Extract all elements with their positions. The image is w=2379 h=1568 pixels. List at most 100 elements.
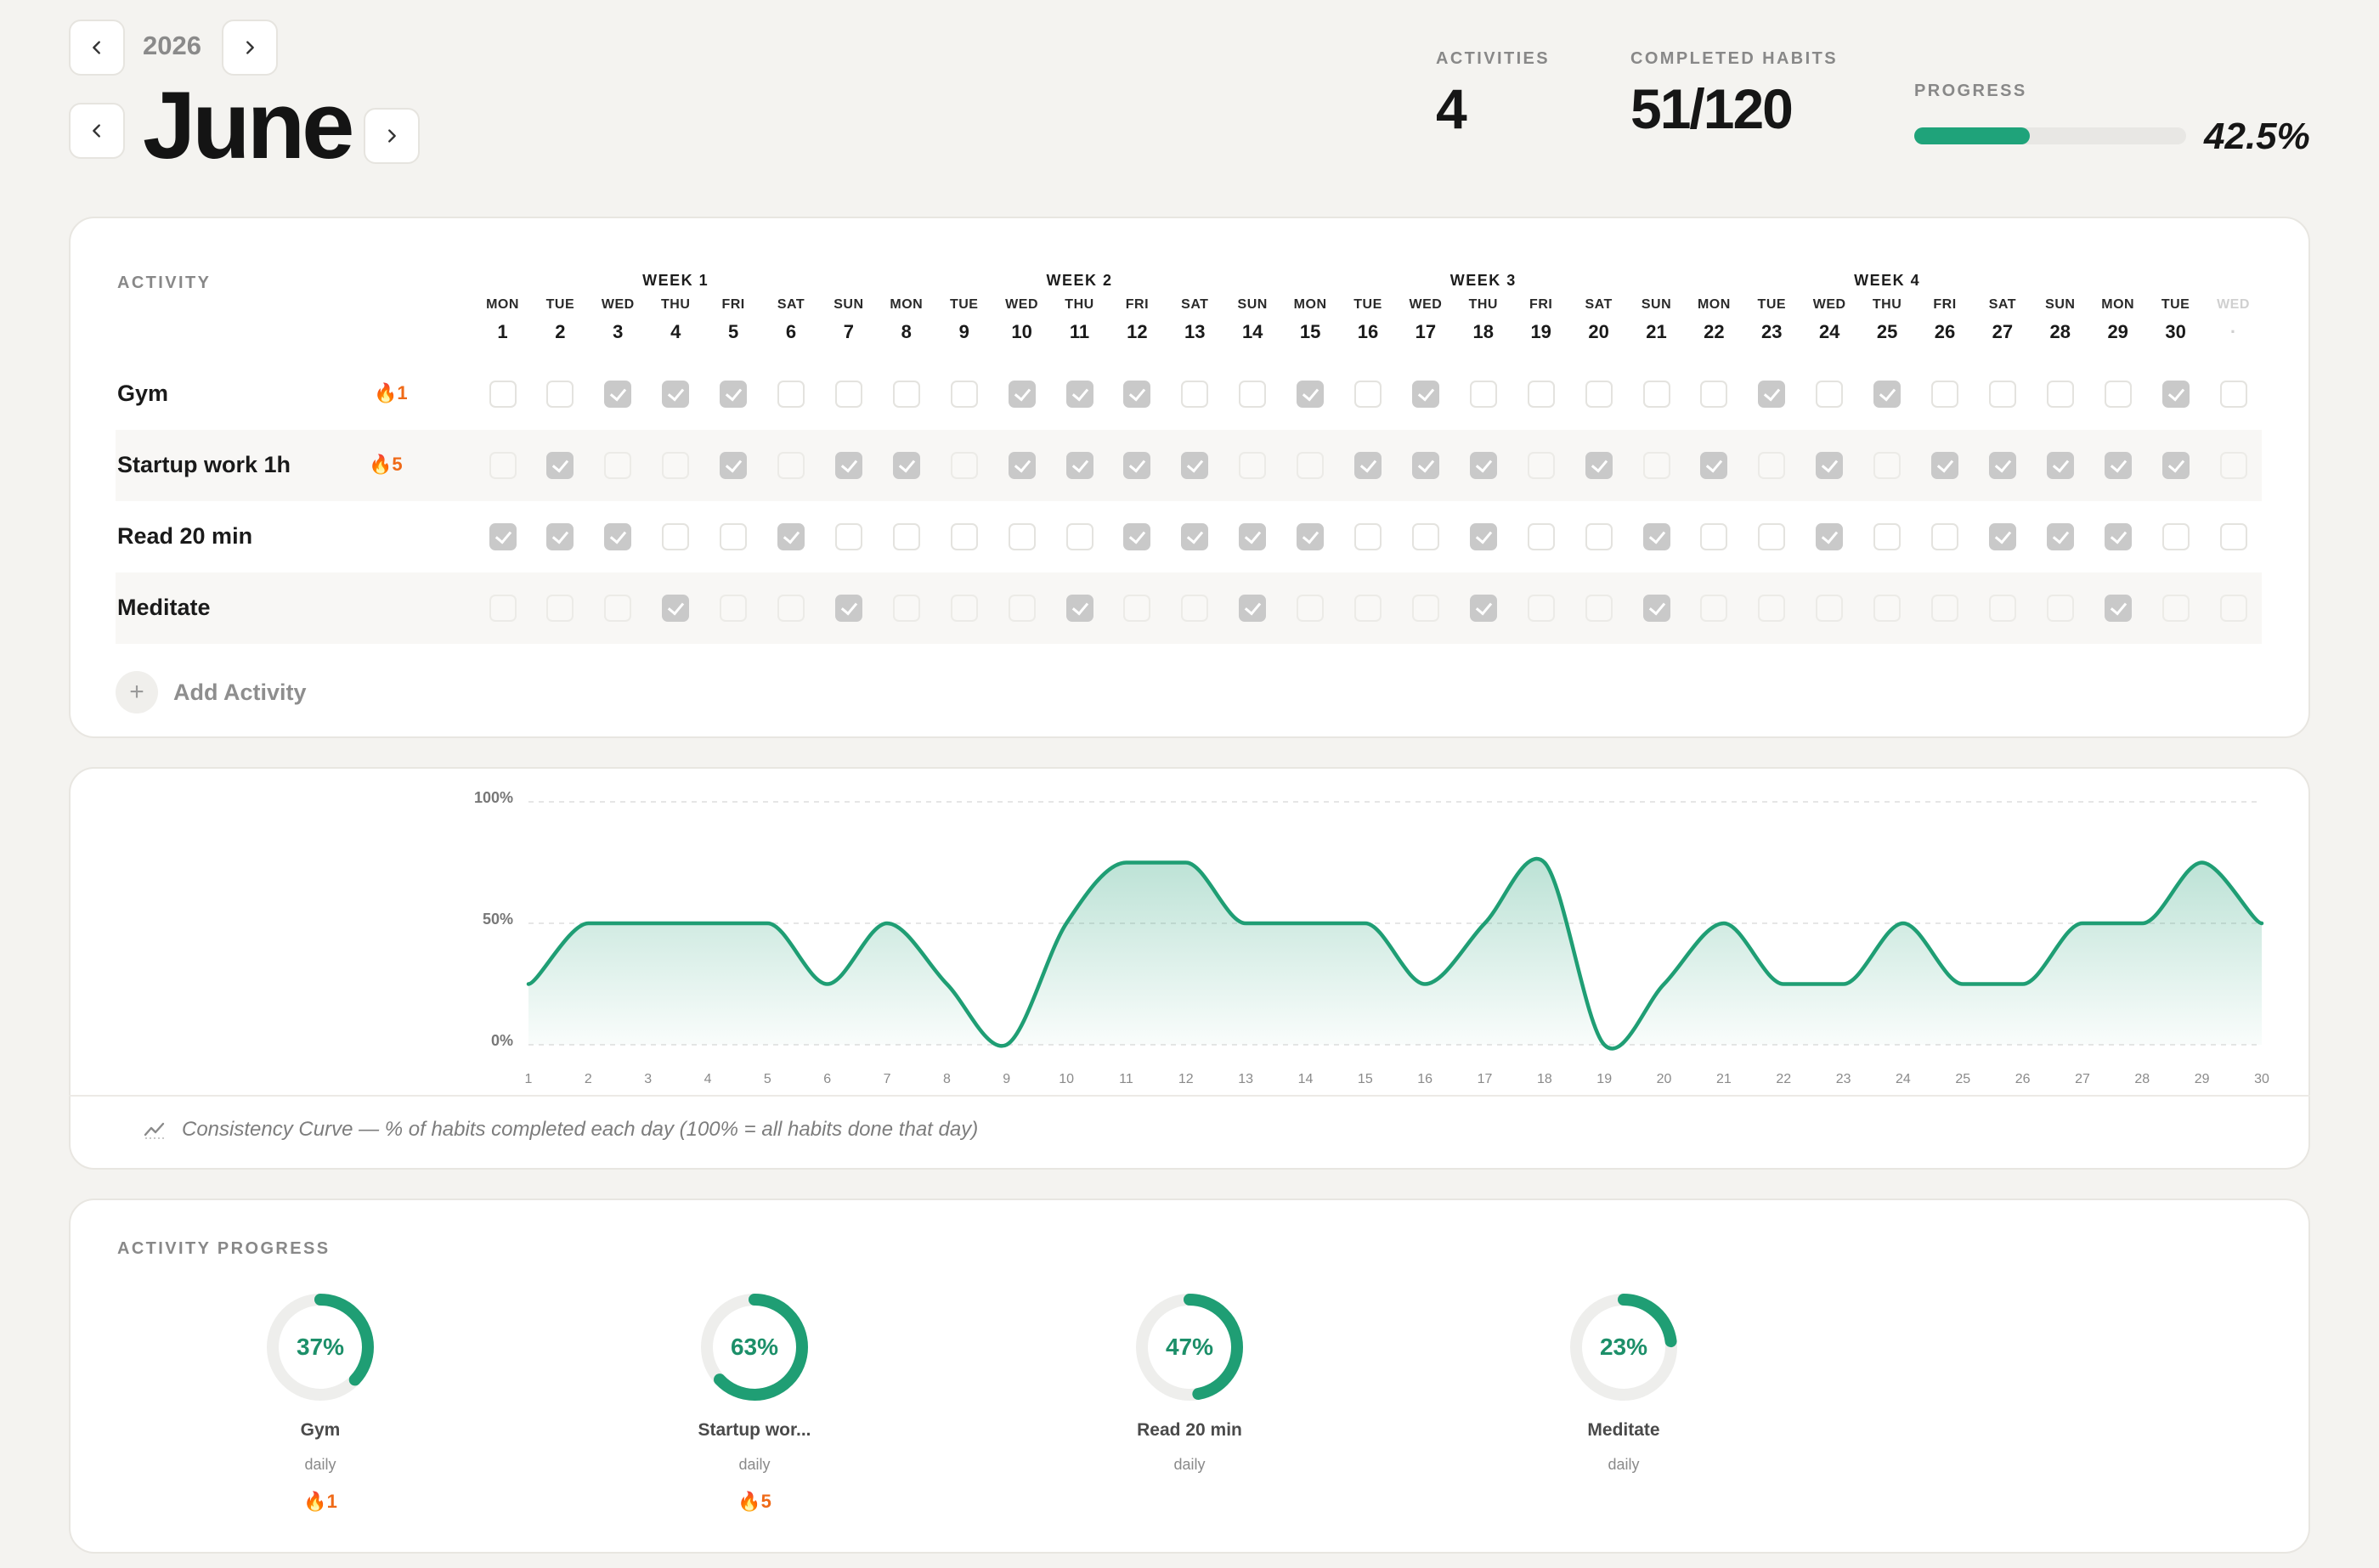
habit-checkbox[interactable] [892, 523, 920, 550]
habit-checkbox[interactable] [777, 452, 805, 479]
habit-checkbox[interactable] [1873, 452, 1902, 479]
habit-checkbox[interactable] [950, 452, 978, 479]
habit-checkbox-checked[interactable] [662, 381, 690, 408]
habit-checkbox[interactable] [834, 523, 862, 550]
habit-checkbox[interactable] [1008, 595, 1036, 622]
habit-checkbox[interactable] [1700, 381, 1728, 408]
habit-checkbox[interactable] [1816, 595, 1844, 622]
habit-checkbox-checked[interactable] [720, 381, 748, 408]
habit-checkbox[interactable] [1642, 381, 1670, 408]
habit-checkbox[interactable] [546, 381, 574, 408]
habit-checkbox-checked[interactable] [1297, 523, 1325, 550]
habit-checkbox-checked[interactable] [604, 381, 632, 408]
habit-checkbox[interactable] [1297, 595, 1325, 622]
habit-checkbox-checked[interactable] [1988, 523, 2016, 550]
habit-checkbox[interactable] [1123, 595, 1151, 622]
habit-checkbox-checked[interactable] [892, 452, 920, 479]
habit-checkbox-checked[interactable] [2104, 523, 2132, 550]
habit-checkbox-checked[interactable] [489, 523, 517, 550]
habit-checkbox[interactable] [1527, 452, 1555, 479]
habit-checkbox[interactable] [1873, 523, 1902, 550]
habit-name[interactable]: Gym [117, 381, 169, 406]
habit-checkbox[interactable] [1008, 523, 1036, 550]
habit-checkbox[interactable] [1931, 523, 1958, 550]
habit-checkbox-checked[interactable] [1181, 452, 1209, 479]
habit-checkbox-checked[interactable] [1469, 452, 1497, 479]
habit-name[interactable]: Meditate [117, 595, 211, 620]
habit-checkbox[interactable] [2046, 595, 2074, 622]
habit-checkbox[interactable] [1988, 595, 2016, 622]
habit-checkbox-checked[interactable] [1700, 452, 1728, 479]
next-month-button[interactable] [364, 108, 420, 164]
habit-checkbox-checked[interactable] [1469, 595, 1497, 622]
habit-checkbox[interactable] [834, 381, 862, 408]
habit-checkbox[interactable] [777, 381, 805, 408]
habit-checkbox-checked[interactable] [1354, 452, 1382, 479]
habit-checkbox[interactable] [2104, 381, 2132, 408]
habit-checkbox[interactable] [1758, 523, 1786, 550]
habit-checkbox-checked[interactable] [1065, 595, 1093, 622]
habit-checkbox[interactable] [604, 595, 632, 622]
habit-checkbox-checked[interactable] [1642, 523, 1670, 550]
habit-checkbox-checked[interactable] [1239, 595, 1267, 622]
habit-checkbox[interactable] [489, 595, 517, 622]
habit-checkbox[interactable] [1700, 523, 1728, 550]
habit-checkbox[interactable] [1585, 523, 1613, 550]
habit-checkbox[interactable] [1816, 381, 1844, 408]
habit-checkbox[interactable] [950, 523, 978, 550]
habit-checkbox[interactable] [720, 523, 748, 550]
habit-checkbox-checked[interactable] [1642, 595, 1670, 622]
habit-checkbox[interactable] [1988, 381, 2016, 408]
habit-checkbox[interactable] [1700, 595, 1728, 622]
habit-checkbox-checked[interactable] [1123, 381, 1151, 408]
habit-checkbox-checked[interactable] [1411, 452, 1439, 479]
habit-checkbox[interactable] [1469, 381, 1497, 408]
habit-checkbox-checked[interactable] [1008, 452, 1036, 479]
habit-checkbox-checked[interactable] [2104, 452, 2132, 479]
habit-checkbox[interactable] [1354, 523, 1382, 550]
habit-checkbox[interactable] [2219, 595, 2247, 622]
habit-checkbox[interactable] [2219, 381, 2247, 408]
habit-checkbox-checked[interactable] [1411, 381, 1439, 408]
habit-checkbox-checked[interactable] [777, 523, 805, 550]
habit-checkbox[interactable] [892, 595, 920, 622]
habit-checkbox-checked[interactable] [2161, 452, 2190, 479]
habit-checkbox[interactable] [1585, 595, 1613, 622]
habit-checkbox-checked[interactable] [1873, 381, 1902, 408]
habit-checkbox-checked[interactable] [720, 452, 748, 479]
habit-checkbox-checked[interactable] [1585, 452, 1613, 479]
habit-checkbox-checked[interactable] [1816, 523, 1844, 550]
habit-checkbox[interactable] [489, 381, 517, 408]
habit-checkbox[interactable] [1873, 595, 1902, 622]
habit-checkbox[interactable] [662, 452, 690, 479]
habit-checkbox[interactable] [1931, 595, 1958, 622]
habit-checkbox[interactable] [1239, 381, 1267, 408]
habit-checkbox[interactable] [1931, 381, 1958, 408]
habit-checkbox-checked[interactable] [1065, 452, 1093, 479]
habit-checkbox-checked[interactable] [2104, 595, 2132, 622]
habit-checkbox-checked[interactable] [604, 523, 632, 550]
habit-checkbox[interactable] [662, 523, 690, 550]
habit-checkbox[interactable] [2046, 381, 2074, 408]
habit-checkbox-checked[interactable] [662, 595, 690, 622]
habit-checkbox[interactable] [1181, 381, 1209, 408]
habit-name[interactable]: Read 20 min [117, 523, 253, 549]
habit-checkbox-checked[interactable] [1816, 452, 1844, 479]
habit-checkbox[interactable] [1354, 381, 1382, 408]
habit-checkbox-checked[interactable] [1239, 523, 1267, 550]
add-activity-button[interactable]: + Add Activity [116, 671, 307, 713]
habit-checkbox[interactable] [604, 452, 632, 479]
habit-checkbox-checked[interactable] [546, 452, 574, 479]
habit-checkbox-checked[interactable] [1181, 523, 1209, 550]
habit-checkbox-checked[interactable] [546, 523, 574, 550]
habit-checkbox-checked[interactable] [1758, 381, 1786, 408]
habit-checkbox[interactable] [1354, 595, 1382, 622]
habit-checkbox-checked[interactable] [834, 595, 862, 622]
habit-checkbox[interactable] [1065, 523, 1093, 550]
prev-year-button[interactable] [69, 20, 125, 76]
habit-checkbox[interactable] [2161, 595, 2190, 622]
habit-checkbox[interactable] [546, 595, 574, 622]
habit-checkbox[interactable] [1297, 452, 1325, 479]
habit-checkbox[interactable] [1758, 595, 1786, 622]
habit-checkbox-checked[interactable] [2046, 523, 2074, 550]
